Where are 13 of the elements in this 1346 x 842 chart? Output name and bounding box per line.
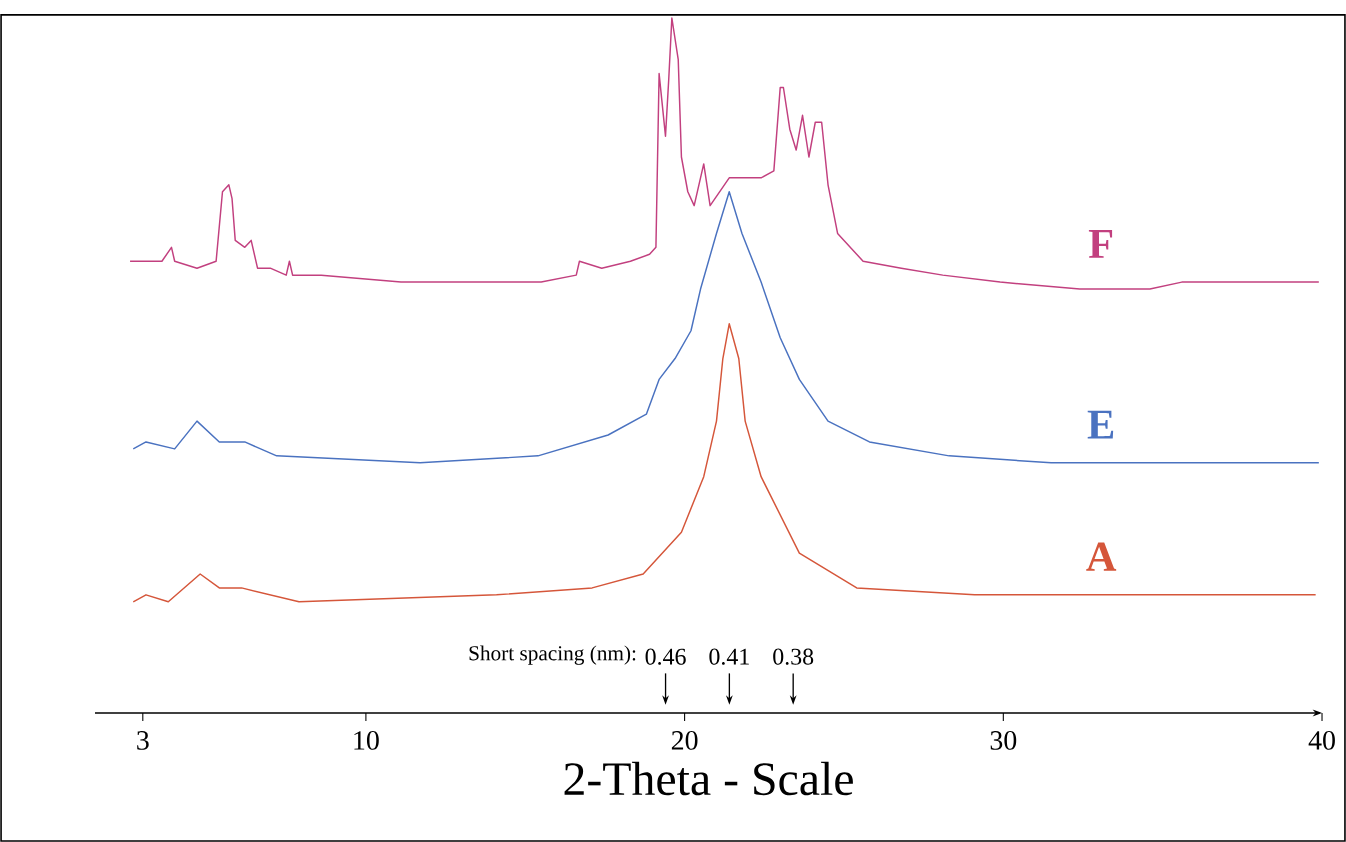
series-label: E [1087, 410, 1114, 439]
x-tick-label: 30 [990, 731, 1017, 750]
annotation: 0.38 [773, 648, 814, 665]
annotation: 0.41 [709, 648, 749, 665]
series-label: A [1086, 542, 1117, 571]
x-tick-label: 3 [137, 731, 149, 750]
annotation: 0.46 [645, 648, 686, 665]
series-label: F [1088, 229, 1113, 258]
x-axis-title: 2-Theta - Scale [564, 761, 853, 796]
x-tick-label: 40 [1308, 731, 1335, 750]
x-tick-label: 20 [671, 731, 698, 750]
annotation: Short spacing (nm): [469, 645, 636, 665]
x-tick-label: 10 [354, 731, 379, 750]
